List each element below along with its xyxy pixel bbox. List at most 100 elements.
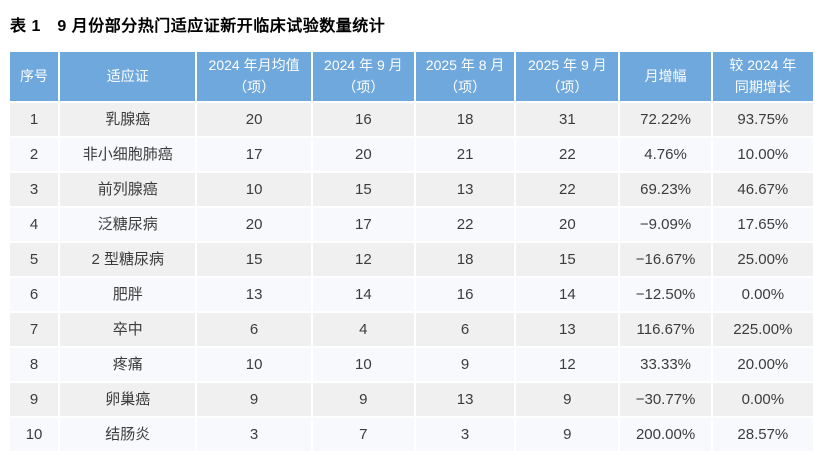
table-cell: 卵巢癌 — [60, 383, 196, 416]
table-cell: 肥胖 — [60, 278, 196, 311]
table-cell: −30.77% — [620, 383, 711, 416]
table-cell: −12.50% — [620, 278, 711, 311]
table-cell: 3 — [10, 173, 59, 206]
table-cell: 卒中 — [60, 313, 196, 346]
table-body: 1 乳腺癌 20 16 18 31 72.22% 93.75% 2 非小细胞肺癌 17 20 21 22 4… — [10, 103, 813, 451]
table-cell: 15 — [516, 243, 619, 276]
indications-stats-table: 序号 适应证 2024 年月均值 （项） 2024 年 9 月 （项） 2025 年 8… — [8, 50, 815, 453]
table-cell: 46.67% — [712, 173, 813, 206]
column-header: 2024 年月均值 （项） — [197, 52, 311, 101]
table-row: 9 卵巢癌 9 9 13 9 −30.77% 0.00% — [10, 383, 813, 416]
table-cell: 15 — [197, 243, 311, 276]
table-cell: 7 — [10, 313, 59, 346]
table-cell: 结肠炎 — [60, 418, 196, 451]
table-cell: 17 — [197, 138, 311, 171]
table-cell: 前列腺癌 — [60, 173, 196, 206]
table-cell: 33.33% — [620, 348, 711, 381]
table-cell: 18 — [415, 243, 515, 276]
table-cell: 13 — [415, 173, 515, 206]
table-cell: 12 — [312, 243, 414, 276]
table-cell: 72.22% — [620, 103, 711, 136]
table-cell: 10 — [10, 418, 59, 451]
table-cell: 10 — [312, 348, 414, 381]
table-cell: −9.09% — [620, 208, 711, 241]
table-cell: 15 — [312, 173, 414, 206]
column-header: 序号 — [10, 52, 59, 101]
table-cell: 17.65% — [712, 208, 813, 241]
table-row: 7 卒中 6 4 6 13 116.67% 225.00% — [10, 313, 813, 346]
table-cell: 6 — [415, 313, 515, 346]
table-row: 3 前列腺癌 10 15 13 22 69.23% 46.67% — [10, 173, 813, 206]
column-header: 2024 年 9 月 （项） — [312, 52, 414, 101]
table-cell: 22 — [415, 208, 515, 241]
table-cell: 17 — [312, 208, 414, 241]
column-header: 2025 年 8 月 （项） — [415, 52, 515, 101]
header-row: 序号 适应证 2024 年月均值 （项） 2024 年 9 月 （项） 2025 年 8… — [10, 52, 813, 101]
table-cell: 13 — [197, 278, 311, 311]
table-cell: 225.00% — [712, 313, 813, 346]
table-cell: 22 — [516, 173, 619, 206]
table-cell: 200.00% — [620, 418, 711, 451]
column-header: 较 2024 年 同期增长 — [712, 52, 813, 101]
table-cell: 0.00% — [712, 383, 813, 416]
table-cell: 12 — [516, 348, 619, 381]
table-cell: 16 — [415, 278, 515, 311]
table-cell: 4 — [10, 208, 59, 241]
table-cell: 7 — [312, 418, 414, 451]
table-cell: 14 — [312, 278, 414, 311]
table-cell: 10 — [197, 173, 311, 206]
column-header: 月增幅 — [620, 52, 711, 101]
table-cell: 6 — [197, 313, 311, 346]
table-cell: 9 — [197, 383, 311, 416]
column-header: 适应证 — [60, 52, 196, 101]
table-cell: −16.67% — [620, 243, 711, 276]
table-cell: 20 — [197, 103, 311, 136]
table-cell: 13 — [415, 383, 515, 416]
table-cell: 21 — [415, 138, 515, 171]
table-cell: 0.00% — [712, 278, 813, 311]
column-header: 2025 年 9 月 （项） — [516, 52, 619, 101]
table-row: 8 疼痛 10 10 9 12 33.33% 20.00% — [10, 348, 813, 381]
table-cell: 6 — [10, 278, 59, 311]
table-title: 表 1 9 月份部分热门适应证新开临床试验数量统计 — [10, 18, 386, 35]
table-row: 6 肥胖 13 14 16 14 −12.50% 0.00% — [10, 278, 813, 311]
table-cell: 10 — [197, 348, 311, 381]
table-cell: 4.76% — [620, 138, 711, 171]
table-cell: 泛糖尿病 — [60, 208, 196, 241]
table-cell: 3 — [415, 418, 515, 451]
table-row: 10 结肠炎 3 7 3 9 200.00% 28.57% — [10, 418, 813, 451]
table-cell: 22 — [516, 138, 619, 171]
table-cell: 20 — [312, 138, 414, 171]
table-cell: 9 — [10, 383, 59, 416]
table-cell: 20 — [516, 208, 619, 241]
table-cell: 乳腺癌 — [60, 103, 196, 136]
table-cell: 9 — [516, 383, 619, 416]
table-row: 4 泛糖尿病 20 17 22 20 −9.09% 17.65% — [10, 208, 813, 241]
table-cell: 116.67% — [620, 313, 711, 346]
table-cell: 2 — [10, 138, 59, 171]
table-cell: 非小细胞肺癌 — [60, 138, 196, 171]
table-cell: 疼痛 — [60, 348, 196, 381]
table-cell: 93.75% — [712, 103, 813, 136]
table-cell: 14 — [516, 278, 619, 311]
table-cell: 4 — [312, 313, 414, 346]
table-cell: 3 — [197, 418, 311, 451]
table-cell: 20.00% — [712, 348, 813, 381]
table-header: 序号 适应证 2024 年月均值 （项） 2024 年 9 月 （项） 2025 年 8… — [10, 52, 813, 101]
table-cell: 9 — [415, 348, 515, 381]
table-cell: 28.57% — [712, 418, 813, 451]
table-cell: 9 — [312, 383, 414, 416]
table-cell: 31 — [516, 103, 619, 136]
table-cell: 5 — [10, 243, 59, 276]
table-cell: 20 — [197, 208, 311, 241]
table-row: 1 乳腺癌 20 16 18 31 72.22% 93.75% — [10, 103, 813, 136]
table-cell: 1 — [10, 103, 59, 136]
table-cell: 69.23% — [620, 173, 711, 206]
table-cell: 13 — [516, 313, 619, 346]
table-cell: 10.00% — [712, 138, 813, 171]
table-cell: 8 — [10, 348, 59, 381]
table-cell: 18 — [415, 103, 515, 136]
table-cell: 25.00% — [712, 243, 813, 276]
